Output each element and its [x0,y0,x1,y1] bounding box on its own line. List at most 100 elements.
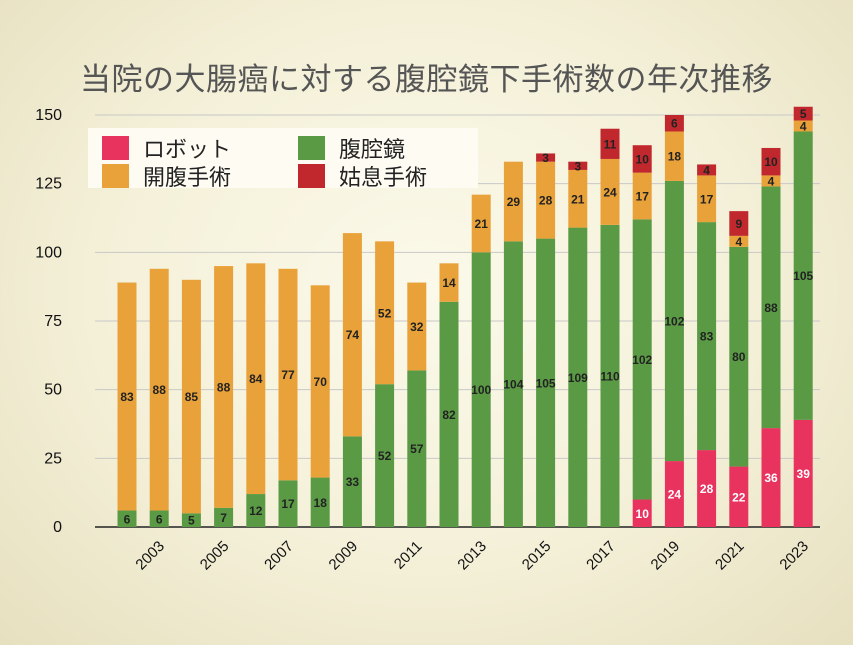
bar-segment [632,145,652,173]
bar-segment [600,224,620,527]
x-tick-label: 2023 [776,538,812,574]
bar-segment [536,153,556,162]
bar-segment [536,238,556,527]
data-label: 82 [442,408,456,422]
bar-segment [407,370,427,527]
data-label: 70 [314,375,328,389]
x-tick-label: 2005 [197,538,233,574]
x-axis: 2003 2005 2007 2009 2011 2013 2015 2017 2019 2021… [132,538,812,574]
bar-segment [793,131,813,420]
bar-segment [761,147,781,176]
data-label: 80 [732,350,746,364]
bar-segment [310,477,330,527]
data-label: 4 [800,119,807,133]
data-label: 5 [188,514,195,528]
bar-segment [246,494,266,527]
data-label: 88 [764,301,778,315]
bar-segment [697,164,717,176]
legend-swatch-palliative [298,164,325,188]
data-label: 52 [378,449,392,463]
chart-legend: ロボット 腹腔鏡 開腹手術 姑息手術 [88,128,478,191]
data-label: 5 [800,107,807,121]
data-label: 17 [700,192,714,206]
data-label: 18 [668,150,682,164]
bar-segment [697,175,717,223]
data-label: 24 [668,488,682,502]
bar-segment [600,158,620,225]
data-label: 36 [764,471,778,485]
bar-segment [342,436,362,527]
data-label: 10 [636,507,650,521]
data-label: 10 [636,152,650,166]
data-label: 29 [507,195,521,209]
data-label: 11 [604,137,617,151]
data-label: 4 [768,174,775,188]
legend-swatch-robot [102,136,129,160]
y-tick-label: 25 [44,450,62,467]
bar-segment [664,461,684,527]
data-label: 104 [503,378,523,392]
y-tick-label: 125 [35,176,62,193]
bar-segment [214,507,234,527]
x-tick-label: 2007 [261,538,297,574]
bar-segment [600,128,620,159]
chart-title: 当院の大腸癌に対する腹腔鏡下手術数の年次推移 [80,62,773,98]
data-label: 3 [574,159,581,173]
data-label: 110 [600,369,620,383]
bar-segment [729,211,749,236]
bar-segment [117,282,137,511]
data-label: 88 [153,383,167,397]
data-label: 74 [346,328,360,342]
data-label: 6 [124,512,131,526]
bar-segment [761,186,781,429]
x-tick-label: 2003 [132,538,168,574]
y-tick-label: 0 [53,519,62,536]
bar-segment [568,169,588,228]
data-label: 33 [346,475,360,489]
data-label: 6 [671,117,678,131]
x-tick-label: 2009 [326,538,362,574]
bar-segment [407,282,427,371]
data-label: 83 [700,330,714,344]
x-tick-label: 2019 [648,538,684,574]
legend-label-palliative: 姑息手術 [339,166,428,191]
bar-segment [664,115,684,132]
bar-segment [278,268,298,481]
legend-label-laparoscopic: 腹腔鏡 [339,138,406,163]
data-label: 28 [700,482,714,496]
bar-segment [503,161,523,242]
data-label: 109 [568,371,588,385]
bar-segment [375,241,395,385]
bar-segment [697,222,717,451]
legend-swatch-laparoscopic [298,136,325,160]
data-label: 14 [442,276,456,290]
bar-segment [729,466,749,527]
data-labels: 6836885857881284177718703374525257328214… [120,107,813,528]
bar-segment [439,301,459,527]
data-label: 21 [475,217,489,231]
data-label: 84 [249,372,263,386]
bars [117,106,813,528]
legend-item-robot: ロボット [102,132,231,164]
data-label: 22 [732,490,746,504]
data-label: 32 [410,320,424,334]
bar-segment [342,233,362,437]
bar-segment [117,510,137,527]
bar-segment [632,219,652,500]
x-tick-label: 2017 [583,538,619,574]
x-tick-label: 2021 [712,538,748,574]
data-label: 52 [378,306,392,320]
x-tick-label: 2013 [454,538,490,574]
bar-segment [181,513,201,527]
bar-segment [568,227,588,527]
data-label: 102 [664,315,684,329]
data-label: 105 [536,376,556,390]
y-tick-label: 50 [44,382,62,399]
bar-segment [471,194,491,253]
bar-segment [729,235,749,247]
bar-segment [375,384,395,527]
data-label: 85 [185,390,199,404]
data-label: 6 [156,512,163,526]
bar-segment [536,161,556,239]
bar-segment [439,263,459,302]
